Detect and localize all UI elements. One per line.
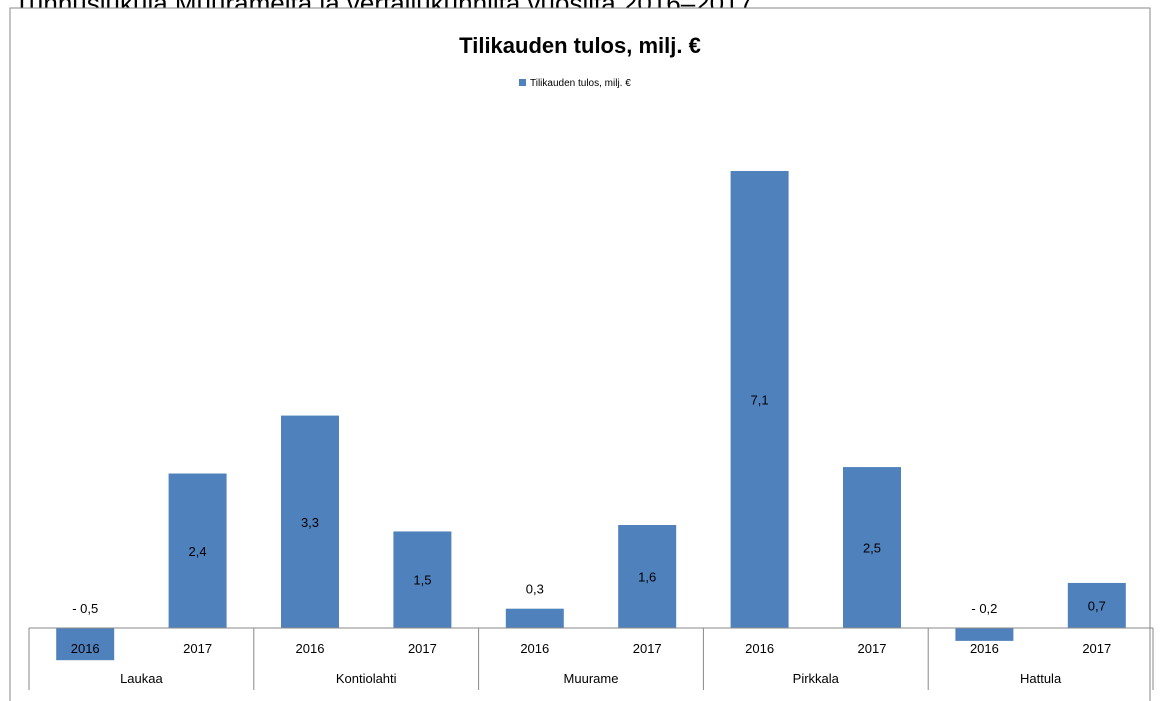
legend-label: Tilikauden tulos, milj. €	[530, 78, 631, 89]
x-tick-label: 2017	[1082, 641, 1111, 656]
data-label: 3,3	[301, 515, 319, 530]
data-label: 0,3	[526, 582, 544, 597]
data-label: 1,5	[413, 573, 431, 588]
bar	[843, 467, 901, 628]
x-tick-label: 2016	[745, 641, 774, 656]
group-label: Pirkkala	[793, 671, 840, 686]
bar	[168, 473, 227, 628]
group-label: Laukaa	[120, 671, 163, 686]
bar	[955, 628, 1014, 641]
x-tick-label: 2017	[183, 641, 212, 656]
data-label: - 0,2	[971, 601, 997, 616]
x-tick-label: 2017	[633, 641, 662, 656]
data-label: 2,5	[863, 541, 881, 556]
bar	[505, 608, 564, 628]
x-tick-label: 2017	[858, 641, 887, 656]
group-label: Hattula	[1020, 671, 1062, 686]
bar	[281, 415, 339, 628]
bar	[618, 525, 677, 628]
group-label: Kontiolahti	[336, 671, 397, 686]
chart-title: Tilikauden tulos, milj. €	[459, 33, 701, 58]
x-tick-label: 2016	[970, 641, 999, 656]
bar	[56, 628, 115, 661]
x-tick-label: 2016	[296, 641, 325, 656]
x-tick-label: 2016	[71, 641, 100, 656]
x-tick-label: 2016	[520, 641, 549, 656]
data-label: 1,6	[638, 570, 656, 585]
legend-swatch	[519, 79, 526, 86]
bar	[1067, 582, 1126, 628]
bar	[730, 171, 789, 628]
x-tick-label: 2017	[408, 641, 437, 656]
bar	[393, 531, 452, 628]
group-label: Muurame	[564, 671, 619, 686]
data-label: 2,4	[189, 544, 207, 559]
data-label: 0,7	[1088, 598, 1106, 613]
data-label: 7,1	[751, 393, 769, 408]
data-label: - 0,5	[72, 601, 98, 616]
